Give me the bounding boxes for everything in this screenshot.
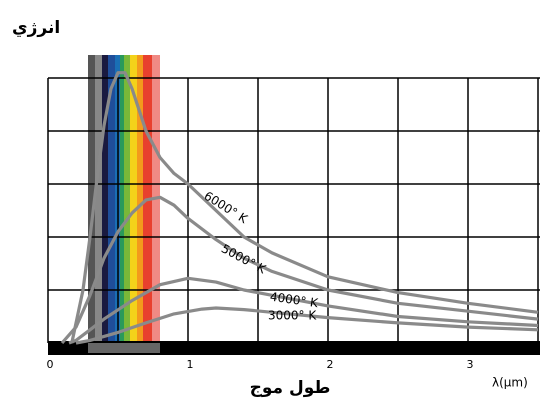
curve xyxy=(70,71,539,344)
x-axis-bar xyxy=(48,341,540,355)
x-tick-label: 3 xyxy=(467,358,474,371)
curve xyxy=(75,306,539,345)
x-tick-label: 2 xyxy=(327,358,334,371)
series-label: 4000° K xyxy=(269,290,320,311)
x-tick-label: 0 xyxy=(47,358,54,371)
spectrum-strip xyxy=(88,343,160,353)
y-axis-title: انرژي xyxy=(12,18,60,38)
x-axis-unit: λ(µm) xyxy=(492,376,528,390)
curve xyxy=(60,195,539,345)
curve xyxy=(68,276,539,345)
x-tick-label: 1 xyxy=(187,358,194,371)
series-label: 3000° K xyxy=(268,309,317,323)
x-axis-title: طول موج xyxy=(250,378,331,398)
